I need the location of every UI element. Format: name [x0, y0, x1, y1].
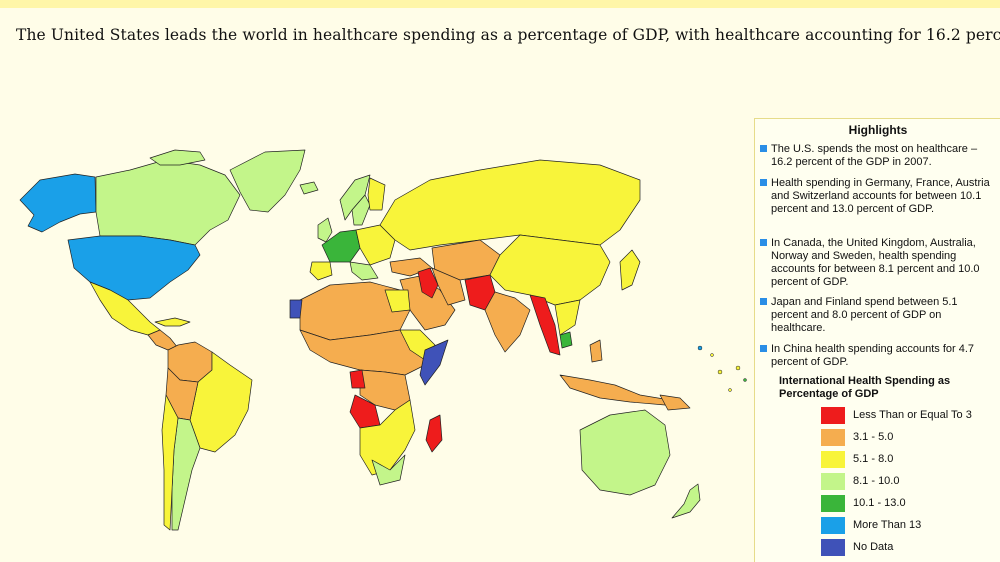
region-indonesia[interactable]	[559, 374, 671, 406]
highlight-text: Japan and Finland spend between 5.1 perc…	[771, 296, 958, 334]
region-japan[interactable]	[619, 249, 641, 291]
highlight-text: Health spending in Germany, France, Aust…	[771, 177, 990, 215]
highlight-text: In China health spending accounts for 4.…	[771, 343, 975, 368]
region-greenland[interactable]	[229, 149, 306, 213]
legend-swatch	[821, 407, 845, 424]
highlights-heading: Highlights	[848, 123, 908, 137]
region-canada-islands[interactable]	[149, 149, 206, 166]
highlight-item: In Canada, the United Kingdom, Australia…	[760, 237, 993, 289]
region-pacific-island[interactable]	[743, 378, 747, 382]
region-italy-balkans[interactable]	[349, 261, 379, 281]
region-iceland[interactable]	[299, 181, 319, 195]
region-alaska[interactable]	[19, 173, 97, 233]
region-iberia[interactable]	[309, 261, 333, 281]
region-western-sahara[interactable]	[289, 299, 303, 319]
region-papua[interactable]	[659, 394, 691, 411]
region-pacific-island[interactable]	[728, 388, 732, 392]
square-bullet-icon	[760, 179, 767, 186]
highlight-text: The U.S. spends the most on healthcare –…	[771, 143, 978, 168]
region-gabon[interactable]	[349, 369, 366, 389]
region-south-africa[interactable]	[371, 454, 406, 486]
highlight-text: In Canada, the United Kingdom, Australia…	[771, 237, 980, 288]
region-chile[interactable]	[161, 394, 179, 531]
square-bullet-icon	[760, 145, 767, 152]
legend-swatch	[821, 539, 845, 556]
region-finland[interactable]	[367, 177, 386, 211]
highlight-item: In China health spending accounts for 4.…	[760, 343, 993, 369]
legend-swatch	[821, 429, 845, 446]
legend-label: No Data	[853, 541, 894, 553]
region-russia[interactable]	[379, 159, 641, 251]
legend-label: 10.1 - 13.0	[853, 497, 906, 509]
legend-label: 3.1 - 5.0	[853, 431, 894, 443]
region-india[interactable]	[484, 291, 531, 353]
region-pacific-island[interactable]	[710, 353, 714, 357]
legend-swatch	[821, 473, 845, 490]
legend-label: Less Than or Equal To 3	[853, 409, 972, 421]
region-canada[interactable]	[95, 159, 241, 246]
legend-label: More Than 13	[853, 519, 922, 531]
region-philippines[interactable]	[589, 339, 603, 363]
page-title: The United States leads the world in hea…	[16, 26, 1000, 44]
region-egypt[interactable]	[384, 289, 411, 313]
highlight-item: Health spending in Germany, France, Aust…	[760, 177, 993, 216]
region-myanmar[interactable]	[529, 294, 561, 356]
region-central-africa[interactable]	[299, 329, 426, 376]
top-strip	[0, 0, 1000, 8]
region-indochina[interactable]	[554, 299, 581, 336]
square-bullet-icon	[760, 239, 767, 246]
legend-swatch	[821, 451, 845, 468]
region-cambodia[interactable]	[559, 331, 573, 349]
region-united-kingdom[interactable]	[317, 217, 333, 243]
region-somalia[interactable]	[419, 339, 449, 386]
region-pacific-island[interactable]	[697, 345, 703, 351]
region-iran[interactable]	[431, 267, 466, 306]
legend-title: International Health Spending as Percent…	[779, 375, 951, 400]
legend-swatch	[821, 517, 845, 534]
legend-label: 8.1 - 10.0	[853, 475, 900, 487]
highlights-panel: Highlights The U.S. spends the most on h…	[754, 118, 1000, 562]
region-cuba[interactable]	[154, 317, 191, 327]
region-australia[interactable]	[579, 409, 671, 496]
region-madagascar[interactable]	[425, 414, 443, 453]
region-united-states[interactable]	[67, 235, 201, 301]
highlight-item: The U.S. spends the most on healthcare –…	[760, 143, 993, 169]
square-bullet-icon	[760, 298, 767, 305]
highlight-item: Japan and Finland spend between 5.1 perc…	[760, 296, 993, 335]
region-iraq[interactable]	[417, 267, 439, 299]
region-southern-africa[interactable]	[359, 399, 416, 476]
legend-swatch	[821, 495, 845, 512]
region-sweden[interactable]	[351, 194, 371, 226]
region-new-zealand[interactable]	[671, 483, 701, 519]
legend-label: 5.1 - 8.0	[853, 453, 894, 465]
world-map	[19, 149, 747, 531]
region-pacific-island[interactable]	[717, 369, 723, 375]
region-pacific-island[interactable]	[735, 365, 741, 371]
region-china[interactable]	[489, 234, 611, 306]
square-bullet-icon	[760, 345, 767, 352]
